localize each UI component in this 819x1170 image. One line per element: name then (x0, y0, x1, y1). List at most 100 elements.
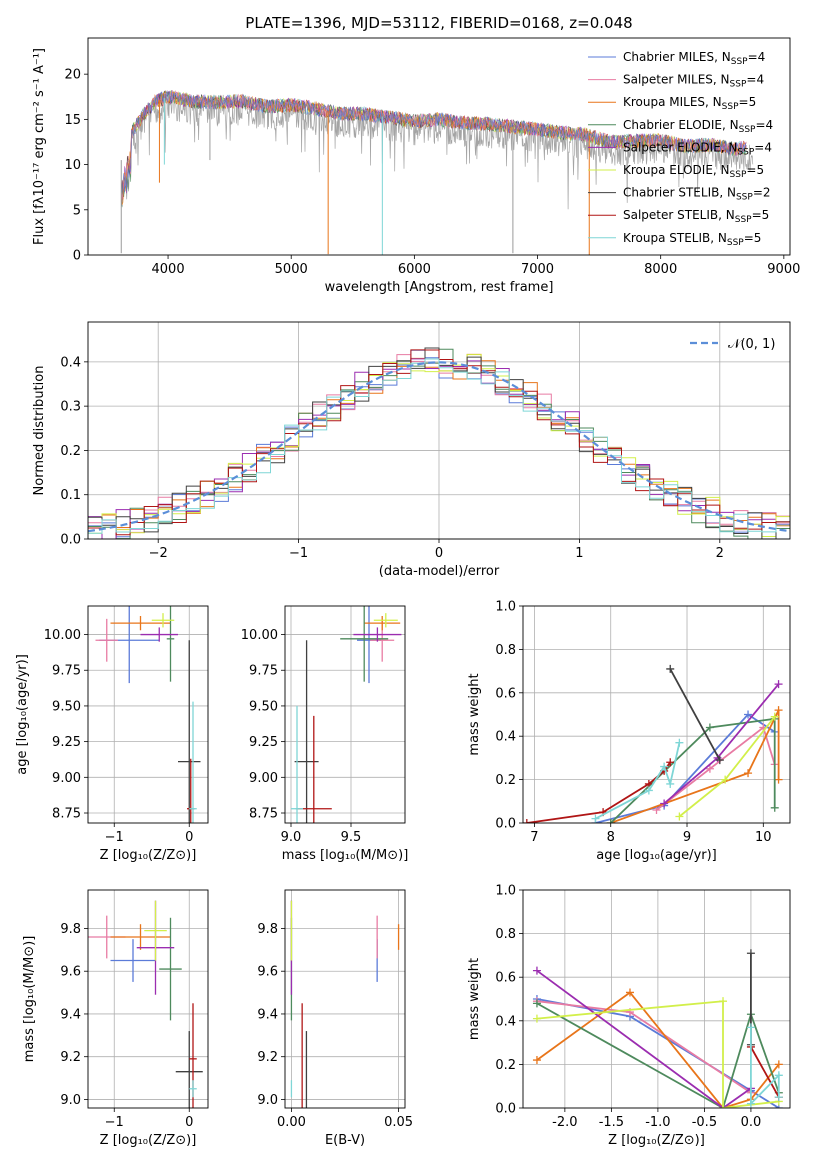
point-kroupa-stelib (189, 1080, 197, 1098)
x-tick-label: 4000 (152, 262, 185, 277)
series-marker (744, 769, 753, 778)
series-marker (666, 664, 675, 673)
y-tick-label: 1.0 (495, 600, 516, 615)
x-tick-label: 7 (530, 830, 538, 845)
x-tick-label: −1 (105, 1115, 124, 1130)
series-marker (744, 710, 753, 719)
point-chabrier-stelib (178, 640, 201, 823)
y-tick-label: 10.00 (44, 628, 81, 643)
x-tick-label: -1.5 (599, 1115, 624, 1130)
spectrum-line-chabrier-miles (121, 90, 747, 194)
panel-mass-vs-EBV: 0.00 0.05 9.0 9.2 9.4 9.6 9.8 E(B-V) (257, 889, 413, 1148)
point-chabrier-stelib (294, 640, 319, 823)
point-salpeter-stelib (189, 1003, 197, 1108)
series-marker (523, 819, 531, 823)
series-marker (774, 1060, 783, 1069)
series-line-kroupa-stelib (750, 1027, 780, 1106)
x-tick-label: 1 (575, 546, 583, 561)
x-axis-label: (data-model)/error (379, 564, 500, 579)
series-marker (606, 819, 615, 823)
x-tick-label: 8 (607, 830, 615, 845)
series-line-kroupa-stelib (595, 742, 681, 820)
x-tick-label: 0.0 (741, 1115, 762, 1130)
point-chabrier-stelib (175, 1031, 203, 1108)
x-axis-label: Z [log₁₀(Z/Z⊙)] (608, 1133, 705, 1148)
legend-label: Kroupa STELIB, NSSP=5 (623, 231, 761, 248)
y-axis-label: Flux [fλ10⁻¹⁷ erg cm⁻² s⁻¹ A⁻¹] (32, 48, 47, 245)
series-marker (774, 680, 783, 689)
point-kroupa-elodie (373, 613, 398, 628)
legend-label: Chabrier STELIB, NSSP=2 (623, 186, 771, 203)
plot-area (88, 900, 203, 1108)
x-tick-label: 0 (185, 830, 193, 845)
histogram-kroupa-stelib (88, 358, 790, 539)
series-marker (652, 805, 661, 814)
y-tick-label: 9.25 (52, 735, 81, 750)
series-marker (774, 775, 783, 784)
plot-area (88, 347, 790, 539)
x-tick-label: 9000 (767, 262, 800, 277)
point-kroupa-miles (110, 924, 171, 950)
series-marker (705, 723, 714, 732)
x-tick-label: 7000 (521, 262, 554, 277)
series-marker (675, 738, 684, 747)
x-tick-label: 8000 (644, 262, 677, 277)
legend-label: Kroupa ELODIE, NSSP=5 (623, 163, 764, 180)
series-marker (774, 1071, 783, 1080)
axes-frame (87, 605, 209, 824)
x-tick-label: −2 (149, 546, 168, 561)
point-kroupa-elodie (151, 613, 175, 628)
series-marker (774, 706, 783, 715)
y-tick-label: 9.50 (249, 699, 278, 714)
y-tick-label: 9.50 (52, 699, 81, 714)
y-tick-label: 9.4 (257, 1007, 278, 1022)
point-kroupa-elodie (144, 900, 167, 961)
panel-age-vs-Z: −1 0 8.75 9.00 9.25 9.50 9.75 10.00 Z [log₁₀(Z/Z… (15, 605, 209, 863)
plot-area (95, 606, 201, 823)
x-tick-label: 9.5 (341, 830, 362, 845)
y-tick-label: 10.00 (241, 628, 278, 643)
spectrum-line-kroupa-miles (121, 91, 747, 205)
point-salpeter-elodie (353, 627, 402, 642)
plot-area (120, 90, 754, 255)
axes-frame (284, 605, 406, 824)
series-line-chabrier-stelib (669, 668, 721, 761)
panel-spectrum: 4000 5000 6000 7000 8000 9000 0 5 10 15 20 waveleng… (32, 37, 800, 295)
series-marker (532, 1014, 541, 1023)
series-marker (746, 1023, 755, 1032)
y-axis-label: age [log₁₀(age/yr)] (15, 654, 30, 775)
legend-label: Chabrier MILES, NSSP=4 (623, 50, 765, 67)
figure-title: PLATE=1396, MJD=53112, FIBERID=0168, z=0… (245, 14, 632, 32)
series-marker (591, 814, 600, 823)
y-tick-label: 0.8 (495, 643, 516, 658)
y-tick-label: 0.0 (495, 817, 516, 832)
x-tick-label: −1 (105, 830, 124, 845)
series-marker (719, 997, 728, 1006)
series-marker (625, 988, 634, 997)
y-tick-label: 9.75 (249, 664, 278, 679)
series-line-kroupa-elodie (678, 716, 776, 818)
y-tick-label: 9.8 (257, 922, 278, 937)
x-axis-label: Z [log₁₀(Z/Z⊙)] (100, 1133, 197, 1148)
series-line-kroupa-miles (610, 709, 780, 823)
x-tick-label: 10 (755, 830, 772, 845)
y-tick-label: 9.00 (52, 771, 81, 786)
legend-label: 𝒩(0, 1) (728, 337, 775, 352)
x-tick-label: 6000 (398, 262, 431, 277)
series-line-kroupa-miles (536, 991, 780, 1108)
x-tick-label: 0 (185, 1115, 193, 1130)
series-marker (532, 1056, 541, 1065)
plot-layer: 4000 5000 6000 7000 8000 900005101520waveleng… (15, 37, 800, 1148)
y-tick-label: 0.6 (495, 971, 516, 986)
axes-frame (522, 889, 791, 1109)
axes-frame (522, 605, 791, 824)
y-tick-label: 9.4 (60, 1007, 81, 1022)
point-salpeter-elodie (140, 627, 178, 642)
panel-mass-weight-vs-age: 7 8 9 10 0.0 0.2 0.4 0.6 0.8 1.0 age [log₁₀(age/yr… (467, 600, 791, 863)
y-tick-label: 1.0 (495, 884, 516, 899)
y-tick-label: 0.3 (60, 400, 81, 415)
y-tick-label: 9.2 (257, 1050, 278, 1065)
x-tick-label: 0.00 (277, 1115, 306, 1130)
y-tick-label: 9.0 (257, 1093, 278, 1108)
legend-label: Salpeter STELIB, NSSP=5 (623, 208, 769, 225)
